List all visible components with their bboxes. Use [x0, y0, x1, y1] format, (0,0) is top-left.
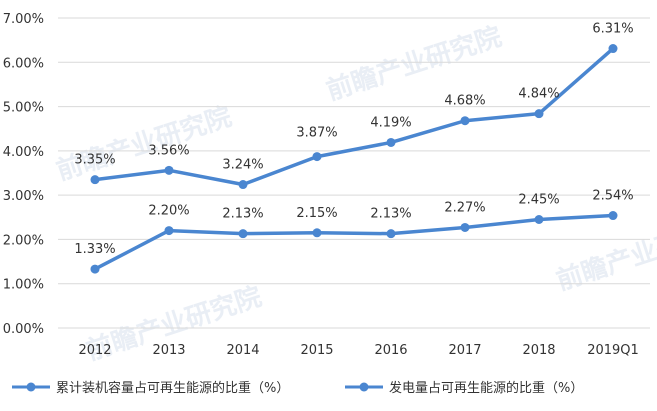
data-label: 3.24% [222, 158, 263, 173]
data-label: 2.27% [444, 200, 485, 215]
x-axis: 2012 2013 2014 2015 2016 2017 2018 2019Q1 [78, 343, 638, 358]
x-tick-label: 2018 [522, 343, 555, 358]
data-label: 6.31% [592, 22, 633, 37]
legend-label: 累计装机容量占可再生能源的比重（%） [56, 380, 289, 396]
data-label: 4.19% [370, 115, 411, 130]
data-point [164, 226, 174, 236]
series-line [94, 47, 615, 187]
data-label: 2.54% [592, 189, 633, 204]
data-point [238, 180, 248, 190]
data-point [312, 152, 322, 162]
data-label: 2.13% [370, 207, 411, 222]
data-label: 2.15% [296, 206, 337, 221]
y-tick-label: 4.00% [3, 145, 44, 160]
data-point [238, 229, 248, 239]
data-label: 3.87% [296, 126, 337, 141]
data-label: 2.13% [222, 207, 263, 222]
x-tick-label: 2016 [374, 343, 407, 358]
data-point [90, 264, 100, 274]
x-tick-label: 2017 [448, 343, 481, 358]
data-label: 2.45% [518, 193, 559, 208]
data-label: 3.56% [148, 143, 189, 158]
legend-marker [359, 382, 369, 392]
legend-label: 发电量占可再生能源的比重（%） [389, 380, 583, 396]
data-labels: 3.35% 3.56% 3.24% 3.87% 4.19% 4.68% 4.84% 6.31%… [74, 22, 633, 258]
data-point [534, 109, 544, 119]
data-point [534, 215, 544, 224]
y-tick-label: 3.00% [3, 189, 44, 204]
y-axis: 0.00% 1.00% 2.00% 3.00% 4.00% 5.00% 6.00% 7.00% [3, 12, 44, 337]
y-tick-label: 7.00% [3, 12, 44, 27]
data-label: 4.68% [444, 94, 485, 109]
y-tick-label: 0.00% [3, 322, 44, 337]
x-tick-label: 2014 [226, 343, 259, 358]
data-label: 3.35% [74, 153, 115, 168]
data-point [460, 222, 470, 232]
series-layer [90, 44, 618, 274]
data-label: 4.84% [518, 87, 559, 102]
data-point [608, 44, 618, 54]
data-point [90, 175, 100, 185]
y-tick-label: 5.00% [3, 101, 44, 116]
data-point [164, 165, 174, 175]
y-tick-label: 1.00% [3, 278, 44, 293]
y-tick-label: 6.00% [3, 56, 44, 71]
x-tick-label: 2012 [78, 343, 111, 358]
data-label: 1.33% [74, 242, 115, 257]
legend: 累计装机容量占可再生能源的比重（%） 发电量占可再生能源的比重（%） [12, 380, 583, 396]
data-point [386, 229, 396, 239]
series-line [94, 213, 614, 271]
x-tick-label: 2015 [300, 343, 333, 358]
legend-marker [26, 382, 36, 392]
x-tick-label: 2013 [152, 343, 185, 358]
data-point [312, 228, 322, 238]
y-tick-label: 2.00% [3, 233, 44, 248]
x-tick-label: 2019Q1 [587, 343, 639, 358]
data-point [386, 137, 396, 147]
data-point [608, 211, 618, 221]
data-label: 2.20% [148, 204, 189, 219]
data-point [460, 116, 470, 126]
